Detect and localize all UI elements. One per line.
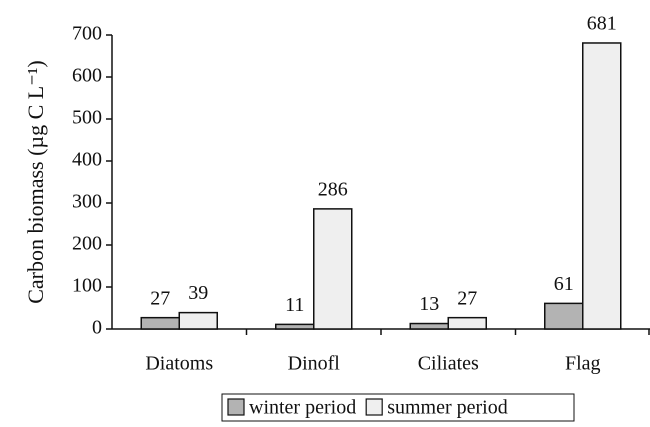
- bar: [140, 316, 180, 330]
- y-axis-label: Carbon biomass (µg C L⁻¹): [23, 60, 48, 304]
- y-tick-label: 700: [72, 23, 102, 45]
- y-tick-label: 0: [92, 317, 102, 339]
- value-label: 286: [318, 178, 348, 200]
- legend-swatch: [365, 398, 383, 416]
- value-label: 27: [150, 287, 170, 309]
- bar: [447, 316, 487, 330]
- y-tick-label: 600: [72, 65, 102, 87]
- bar: [275, 323, 315, 330]
- x-tick-label: Flag: [565, 353, 601, 375]
- legend-box: [221, 393, 575, 422]
- y-tick-label: 200: [72, 233, 102, 255]
- y-tick-label: 100: [72, 275, 102, 297]
- legend-label: winter period: [249, 397, 356, 419]
- bar: [409, 322, 449, 330]
- value-label: 39: [188, 282, 208, 304]
- bar: [178, 311, 218, 330]
- y-tick-label: 500: [72, 107, 102, 129]
- legend-label: summer period: [387, 397, 508, 419]
- x-tick-label: Dinofl: [288, 353, 341, 375]
- bar: [544, 302, 584, 330]
- legend-swatch: [227, 398, 245, 416]
- y-tick-label: 300: [72, 191, 102, 213]
- x-tick-label: Ciliates: [418, 353, 479, 375]
- bar: [313, 208, 353, 330]
- value-label: 61: [554, 273, 574, 295]
- value-label: 13: [419, 293, 439, 315]
- value-label: 681: [587, 13, 617, 35]
- bar: [582, 42, 622, 330]
- value-label: 27: [457, 287, 477, 309]
- x-tick-label: Diatoms: [145, 353, 213, 375]
- y-tick-label: 400: [72, 149, 102, 171]
- value-label: 11: [285, 294, 304, 316]
